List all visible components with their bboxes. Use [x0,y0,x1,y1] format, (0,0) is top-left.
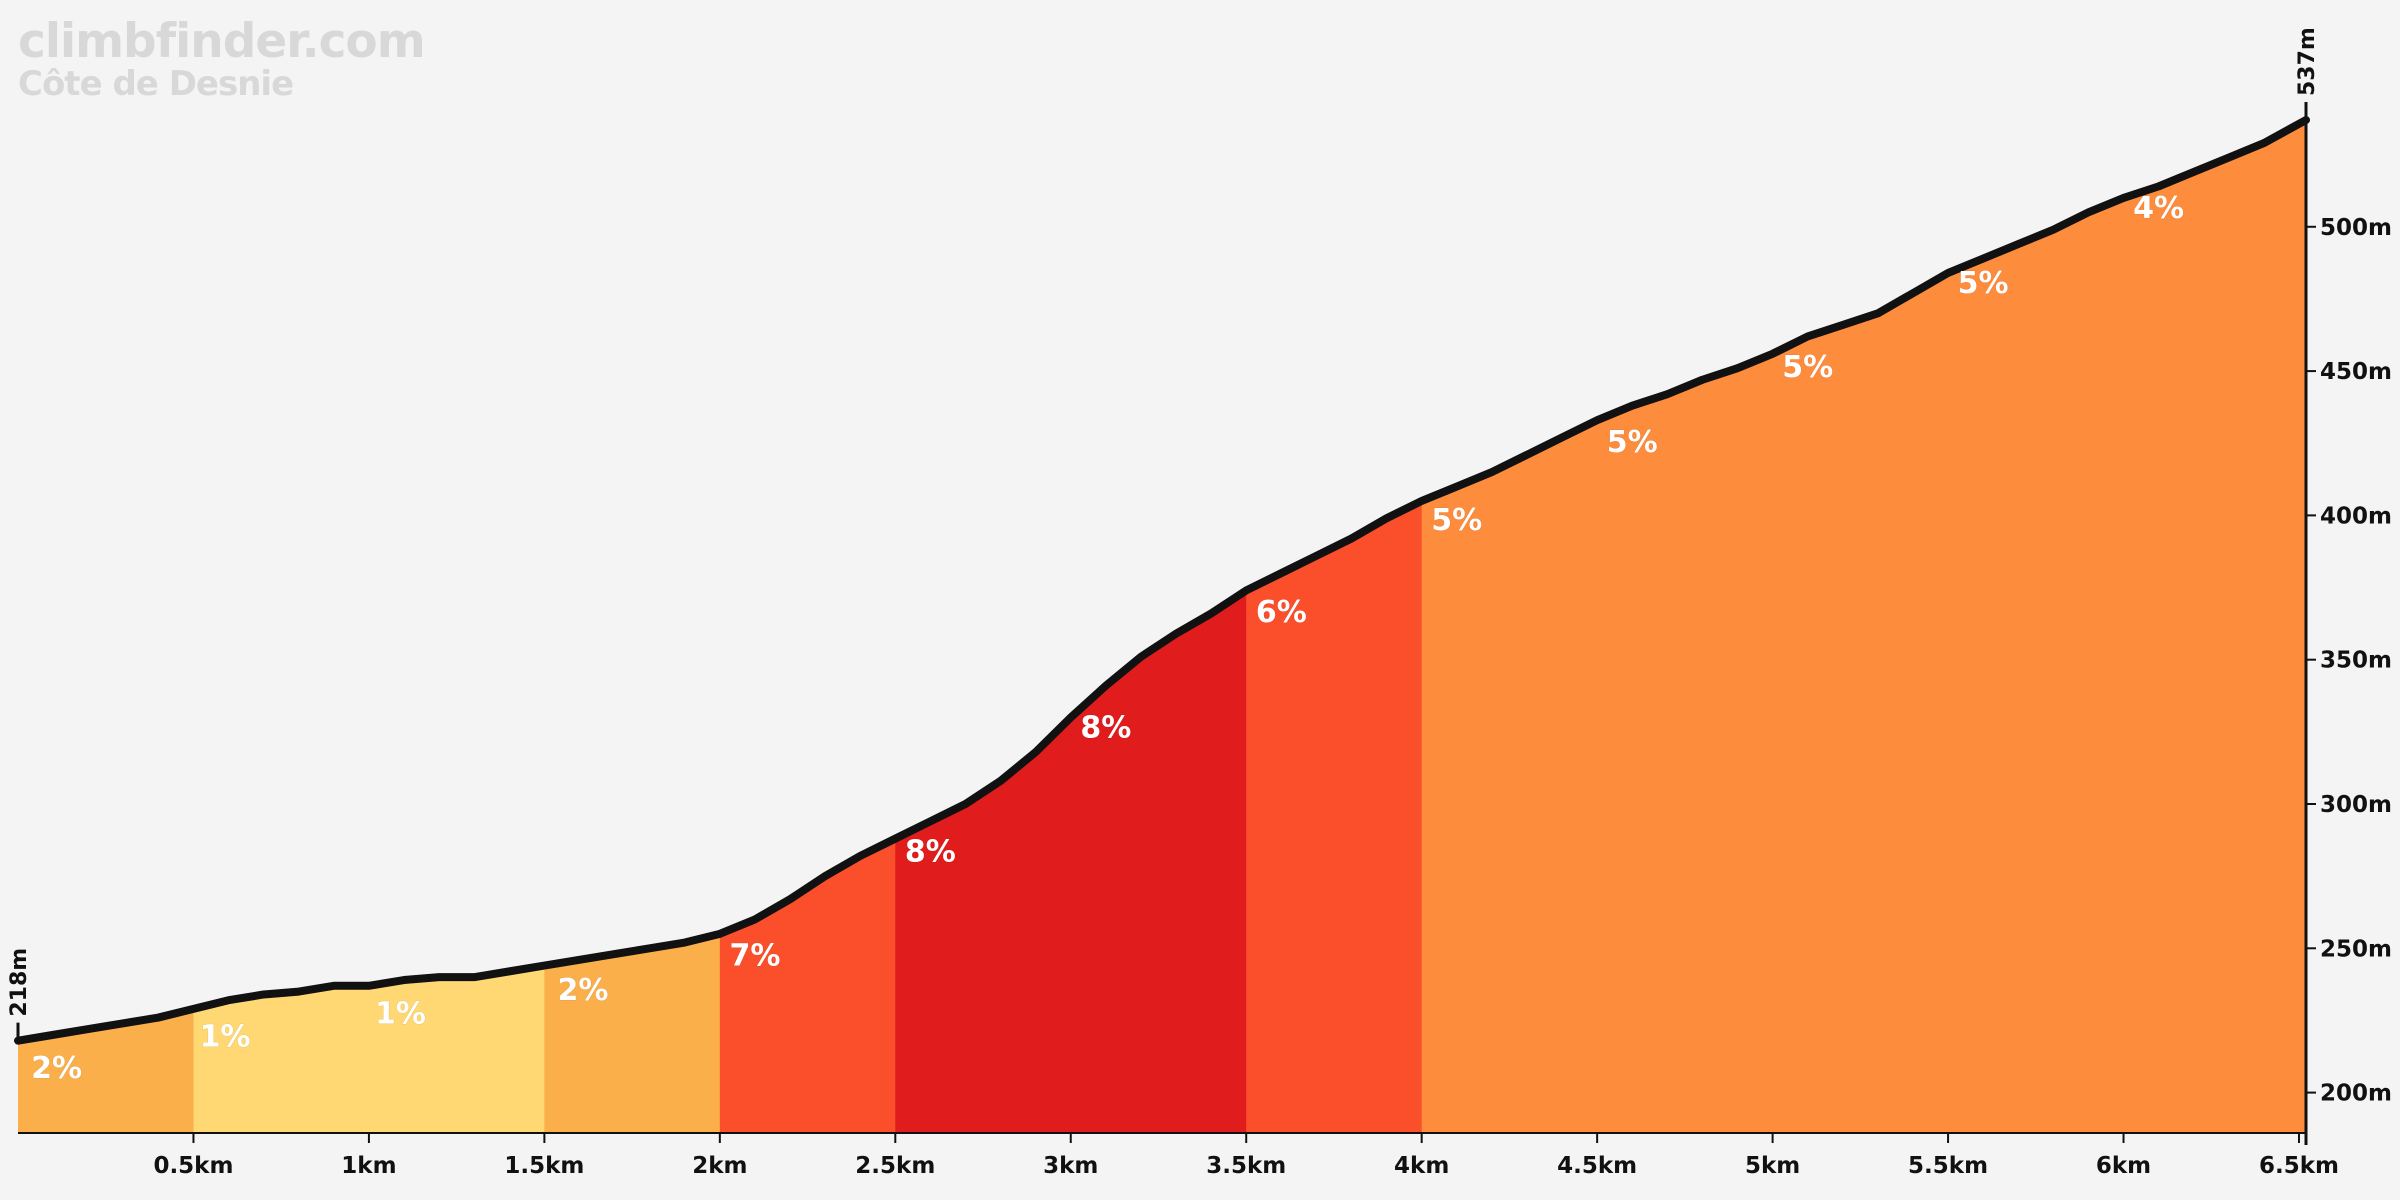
grade-segment-10 [1597,120,1774,1133]
y-tick-label: 250m [2320,936,2392,962]
grade-segment-11 [1772,120,1949,1133]
x-tick-label: 2.5km [855,1153,935,1179]
grade-label: 1% [200,1019,251,1054]
grade-segment-12 [1948,120,2125,1133]
x-tick-label: 6km [2096,1153,2151,1179]
watermark-site: climbfinder.com [18,14,426,69]
grade-label: 2% [31,1051,82,1086]
grade-label: 6% [1256,595,1307,630]
x-tick-label: 3.5km [1206,1153,1286,1179]
x-tick-label: 0.5km [153,1153,233,1179]
axes-layer: 0.5km 1km 1.5km 2km 2.5km 3km 3.5km 4km 4.5km 5km… [7,27,2392,1179]
x-tick-label: 1.5km [504,1153,584,1179]
y-tick-label: 200m [2320,1081,2392,1107]
y-tick-label: 450m [2320,359,2392,385]
x-tick-label: 6.5km [2259,1153,2339,1179]
y-tick-label: 300m [2320,792,2392,818]
profile-line-layer [14,116,2310,1045]
grade-label: 8% [1080,711,1131,746]
x-tick-label: 4.5km [1557,1153,1637,1179]
x-tick-label: 3km [1043,1153,1098,1179]
y-tick-label: 500m [2320,215,2392,241]
y-tick-label: 400m [2320,503,2392,529]
start-elevation-label: 218m [7,948,32,1017]
grade-label: 2% [558,973,609,1008]
grade-label: 5% [1431,503,1482,538]
grade-segment-9 [1421,120,1598,1133]
grade-label: 8% [905,835,956,870]
end-elevation-label: 537m [2295,27,2320,96]
grade-segment-1 [18,120,194,1133]
grade-label: 5% [1782,350,1833,385]
grade-segment-2 [193,120,370,1133]
x-tick-label: 2km [692,1153,747,1179]
elevation-line [14,116,2310,1045]
x-tick-label: 5km [1745,1153,1800,1179]
x-tick-label: 5.5km [1908,1153,1988,1179]
grade-label: 1% [375,996,426,1031]
watermark-climb-name: Côte de Desnie [18,64,294,104]
grade-labels: 2% 1% 1% 2% 7% 8% 8% 6% 5% 5% 5% 5% 4% [31,191,2185,1087]
grade-segment-13 [2123,120,2306,1133]
grade-label: 5% [1958,266,2009,301]
grade-segment-6 [895,120,1072,1133]
grade-segments [18,120,2306,1133]
y-tick-label: 350m [2320,648,2392,674]
x-tick-label: 4km [1394,1153,1449,1179]
grade-label: 5% [1607,425,1658,460]
x-tick-label: 1km [341,1153,396,1179]
grade-label: 4% [2133,191,2184,226]
grade-label: 7% [729,939,780,974]
grade-segment-7 [1070,120,1247,1133]
grade-segment-5 [719,120,896,1133]
